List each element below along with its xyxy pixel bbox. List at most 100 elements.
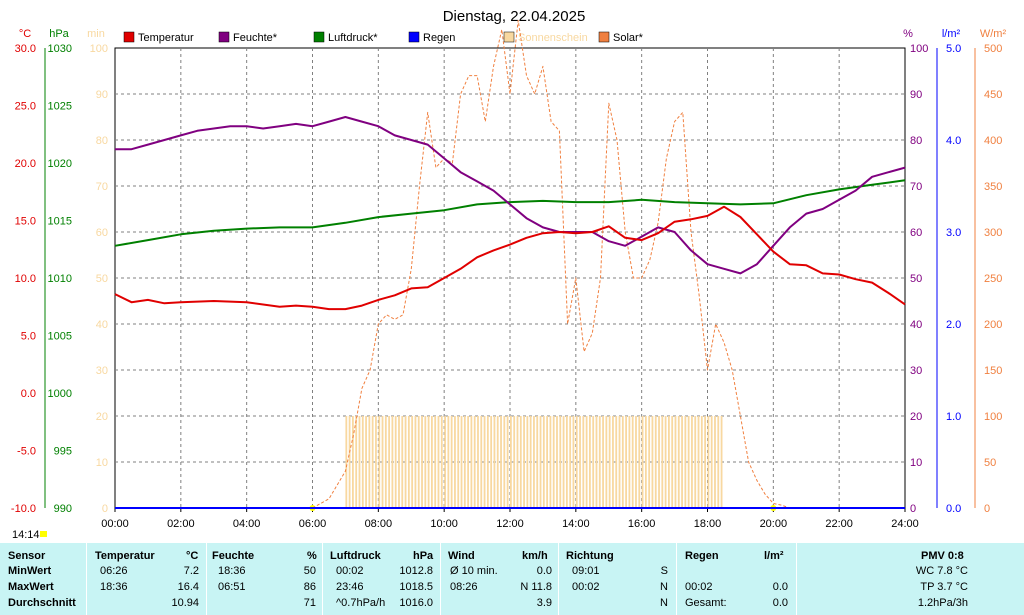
hum-tick-label: 100: [910, 43, 928, 55]
stat-temp-val: 10.94: [171, 597, 199, 609]
sunshine-bar: [454, 416, 456, 508]
sunshine-bar: [496, 416, 499, 508]
sunshine-bar: [687, 416, 690, 508]
rain-tick-label: 3.0: [946, 227, 961, 239]
sunshine-bar: [381, 416, 384, 508]
pressure-tick-label: 1030: [48, 43, 72, 55]
legend-label: Luftdruck*: [328, 32, 378, 44]
humidity-line: [115, 116, 906, 275]
stat-hum-time: 06:51: [218, 581, 246, 593]
divider: [86, 543, 87, 615]
rain-tick-label: 0.0: [946, 503, 961, 515]
sunshine-bar: [473, 416, 476, 508]
sunshine-bar: [470, 416, 473, 508]
time-tick-label: 00:00: [101, 518, 129, 530]
legend-swatch: [503, 31, 515, 43]
header-direction: Richtung: [566, 550, 614, 562]
temp-tick-label: 5.0: [21, 331, 36, 343]
weather-chart: Dienstag, 22.04.2025 °C hPa min % l/m² W…: [10, 8, 1007, 541]
sunshine-bar: [691, 416, 693, 508]
solar-tick-label: 150: [984, 365, 1002, 377]
sunshine-bar: [661, 416, 664, 508]
pressure-tick-label: 1010: [48, 273, 72, 285]
stat-wind-val: N 11.8: [520, 581, 552, 593]
sunshine-bar: [664, 416, 667, 508]
hum-tick-label: 0: [910, 503, 916, 515]
header-humidity: Feuchte: [212, 550, 255, 562]
sunshine-bar: [559, 416, 562, 508]
legend-swatch: [313, 31, 325, 43]
sunshine-bar: [529, 416, 532, 508]
sunshine-bar: [368, 416, 371, 508]
hum-tick-label: 40: [910, 319, 922, 331]
legend-swatch: [598, 31, 610, 43]
sunshine-bar: [361, 416, 364, 508]
sunshine-bar: [700, 416, 703, 508]
sunshine-bar: [421, 416, 423, 508]
sunshine-bar: [523, 416, 525, 508]
sunshine-bar: [417, 416, 420, 508]
stat-rain-time: 00:02: [685, 581, 713, 593]
hum-tick-label: 80: [910, 135, 922, 147]
temp-tick-label: 15.0: [15, 216, 36, 228]
sunshine-bar: [671, 416, 674, 508]
legend-label: Temperatur: [138, 32, 194, 44]
sun-tick-label: 100: [90, 43, 108, 55]
sunshine-bar: [358, 416, 361, 508]
header-wind-unit: km/h: [522, 550, 548, 562]
stat-hum-val: 50: [303, 565, 316, 577]
sunshine-bar: [539, 416, 542, 508]
stat-press-time: ^0.7hPa/h: [336, 597, 386, 609]
sunshine-bar: [450, 416, 453, 508]
legend-swatch: [218, 31, 230, 43]
divider: [558, 543, 559, 615]
sun-tick-label: 0: [102, 503, 108, 515]
header-temperature-unit: °C: [186, 550, 199, 562]
stat-dir-val: S: [660, 565, 668, 577]
sunshine-bar: [519, 416, 522, 508]
pressure-tick-label: 995: [54, 446, 72, 458]
sunshine-bar: [592, 416, 595, 508]
sunshine-bar: [638, 416, 641, 508]
solar-tick-label: 0: [984, 503, 990, 515]
sunshine-bar: [621, 416, 624, 508]
series-layer: [114, 19, 906, 509]
sunshine-bar: [516, 416, 519, 508]
sunshine-bar: [513, 416, 516, 508]
sunshine-bar: [704, 416, 707, 508]
sun-tick-label: 10: [96, 457, 108, 469]
solar-tick-label: 100: [984, 411, 1002, 423]
sunshine-bar: [720, 416, 723, 508]
sunshine-bar: [631, 416, 634, 508]
sunshine-bar: [510, 416, 512, 508]
stat-wind-label: Ø 10 min.: [450, 565, 498, 577]
stat-temp-time: 06:26: [100, 565, 128, 577]
sunshine-bar: [635, 416, 637, 508]
statistics-panel: Sensor Temperatur °C Feuchte % Luftdruck…: [0, 543, 1024, 615]
sunshine-bar: [348, 416, 351, 508]
stat-dir-val: N: [660, 581, 668, 593]
sunshine-bar: [598, 416, 601, 508]
sunshine-bar: [486, 416, 489, 508]
time-tick-label: 24:00: [891, 518, 919, 530]
sunshine-bar: [644, 416, 647, 508]
sunshine-bar: [424, 416, 427, 508]
stat-hum-time: 18:36: [218, 565, 246, 577]
divider: [440, 543, 441, 615]
sunshine-bar: [388, 416, 391, 508]
sunshine-bar: [595, 416, 598, 508]
sunshine-bar: [677, 416, 680, 508]
temp-tick-label: 30.0: [15, 43, 36, 55]
sunshine-bar: [710, 416, 713, 508]
sunshine-bar: [641, 416, 644, 508]
time-tick-label: 02:00: [167, 518, 195, 530]
sunshine-bar: [714, 416, 716, 508]
sunshine-bar: [506, 416, 509, 508]
divider: [676, 543, 677, 615]
stat-temp-time: 18:36: [100, 581, 128, 593]
hum-tick-label: 90: [910, 89, 922, 101]
sunshine-bar: [612, 416, 614, 508]
sunshine-bar: [536, 416, 539, 508]
stat-rain-val: 0.0: [772, 581, 788, 593]
sunshine-bar: [674, 416, 677, 508]
